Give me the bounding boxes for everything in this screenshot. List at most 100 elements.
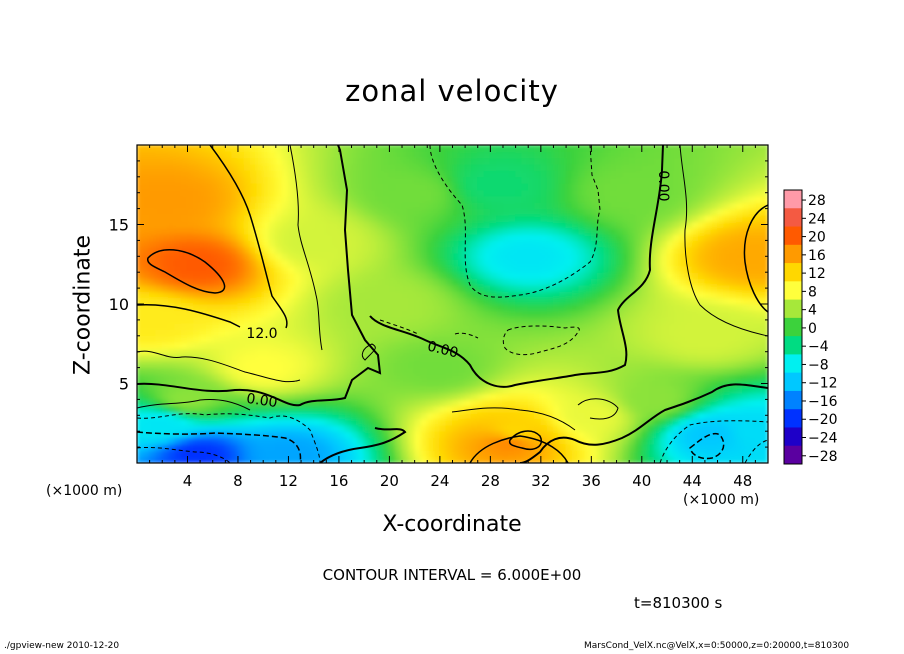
- heatmap-cell: [477, 278, 485, 286]
- heatmap-cell: [489, 449, 498, 458]
- heatmap-cell: [174, 195, 182, 203]
- heatmap-cell: [735, 271, 744, 280]
- heatmap-cell: [521, 354, 529, 362]
- heatmap-cell: [666, 341, 674, 350]
- heatmap-cell: [748, 227, 756, 235]
- heatmap-cell: [401, 195, 409, 203]
- heatmap-cell: [174, 239, 182, 248]
- heatmap-cell: [369, 227, 378, 235]
- heatmap-cell: [515, 411, 523, 419]
- heatmap-cell: [508, 316, 517, 324]
- heatmap-cell: [559, 220, 567, 229]
- heatmap-cell: [395, 373, 403, 381]
- heatmap-cell: [571, 303, 580, 311]
- heatmap-cell: [224, 316, 233, 324]
- heatmap-cell: [250, 456, 258, 463]
- heatmap-cell: [256, 258, 264, 267]
- heatmap-cell: [155, 443, 163, 451]
- heatmap-cell: [578, 386, 586, 394]
- heatmap-cell: [376, 297, 384, 305]
- heatmap-cell: [723, 157, 731, 165]
- heatmap-cell: [666, 169, 674, 178]
- heatmap-cell: [363, 189, 371, 197]
- heatmap-cell: [691, 265, 700, 273]
- heatmap-cell: [723, 195, 731, 203]
- heatmap-cell: [590, 328, 599, 337]
- heatmap-cell: [489, 239, 498, 248]
- heatmap-cell: [502, 284, 510, 292]
- heatmap-cell: [161, 278, 170, 286]
- heatmap-cell: [748, 456, 756, 463]
- heatmap-cell: [603, 309, 611, 318]
- heatmap-cell: [149, 271, 157, 280]
- heatmap-cell: [351, 417, 359, 426]
- heatmap-cell: [149, 284, 157, 292]
- heatmap-cell: [357, 392, 365, 400]
- heatmap-cell: [306, 297, 315, 305]
- heatmap-cell: [735, 424, 744, 432]
- heatmap-cell: [571, 227, 580, 235]
- heatmap-cell: [515, 449, 523, 458]
- heatmap-cell: [382, 278, 390, 286]
- heatmap-cell: [609, 417, 618, 426]
- heatmap-cell: [357, 214, 365, 222]
- heatmap-cell: [691, 239, 700, 248]
- heatmap-cell: [489, 386, 498, 394]
- heatmap-cell: [433, 290, 441, 299]
- heatmap-cell: [155, 430, 163, 439]
- heatmap-cell: [193, 309, 201, 318]
- heatmap-cell: [388, 348, 397, 356]
- heatmap-cell: [212, 303, 220, 311]
- heatmap-cell: [584, 398, 592, 407]
- heatmap-cell: [445, 424, 453, 432]
- heatmap-cell: [243, 417, 252, 426]
- heatmap-cell: [224, 335, 233, 343]
- heatmap-cell: [672, 417, 681, 426]
- heatmap-cell: [464, 284, 472, 292]
- heatmap-cell: [515, 195, 523, 203]
- heatmap-cell: [452, 405, 460, 413]
- heatmap-cell: [679, 284, 687, 292]
- heatmap-cell: [717, 443, 725, 451]
- heatmap-cell: [464, 443, 472, 451]
- heatmap-cell: [256, 392, 264, 400]
- heatmap-cell: [464, 392, 472, 400]
- heatmap-cell: [395, 303, 403, 311]
- heatmap-cell: [698, 201, 706, 210]
- heatmap-cell: [275, 392, 283, 400]
- heatmap-cell: [319, 443, 327, 451]
- heatmap-cell: [571, 182, 580, 191]
- heatmap-cell: [729, 398, 737, 407]
- heatmap-cell: [679, 227, 687, 235]
- heatmap-cell: [489, 278, 498, 286]
- heatmap-cell: [395, 348, 403, 356]
- heatmap-cell: [742, 163, 750, 171]
- heatmap-cell: [470, 335, 479, 343]
- heatmap-cell: [704, 169, 712, 178]
- heatmap-cell: [382, 284, 390, 292]
- heatmap-cell: [584, 189, 592, 197]
- heatmap-cell: [565, 150, 573, 159]
- heatmap-cell: [634, 189, 643, 197]
- heatmap-cell: [199, 392, 207, 400]
- heatmap-cell: [609, 335, 618, 343]
- heatmap-cell: [565, 233, 573, 241]
- heatmap-cell: [704, 150, 712, 159]
- heatmap-cell: [376, 239, 384, 248]
- heatmap-cell: [332, 145, 340, 152]
- heatmap-cell: [344, 220, 353, 229]
- heatmap-cell: [338, 169, 346, 178]
- heatmap-cell: [306, 335, 315, 343]
- heatmap-cell: [496, 328, 504, 337]
- heatmap-cell: [628, 348, 636, 356]
- heatmap-cell: [723, 430, 731, 439]
- heatmap-cell: [521, 278, 529, 286]
- heatmap-cell: [142, 456, 151, 463]
- heatmap-cell: [502, 214, 510, 222]
- heatmap-cell: [710, 252, 719, 260]
- heatmap-cell: [672, 239, 681, 248]
- heatmap-cell: [250, 316, 258, 324]
- heatmap-cell: [660, 405, 668, 413]
- heatmap-cell: [634, 379, 643, 388]
- heatmap-cell: [609, 424, 618, 432]
